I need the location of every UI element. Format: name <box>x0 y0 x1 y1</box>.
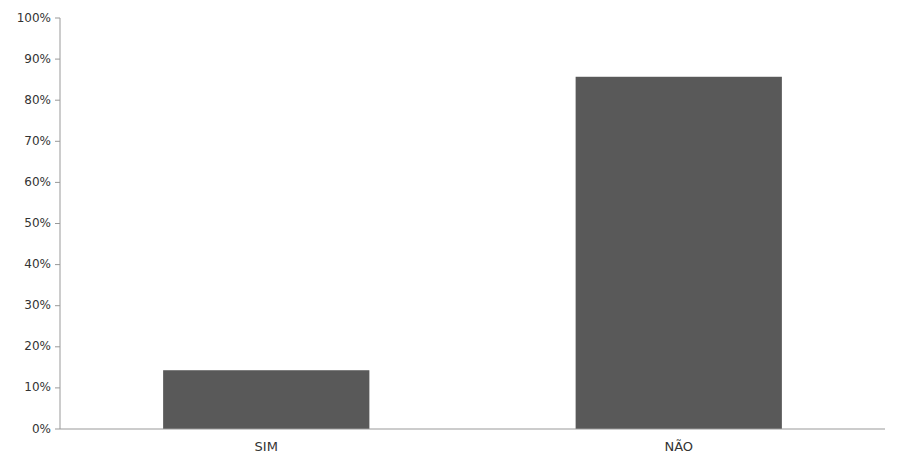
x-axis: SIM NÃO <box>60 429 885 454</box>
y-tick-label: 60% <box>24 175 51 189</box>
y-tick <box>55 59 60 60</box>
y-tick-label: 100% <box>17 11 51 25</box>
y-axis: 0% 10% 20% 30% 40% 50% 60% 70% 80% 90% 100% <box>17 11 60 436</box>
y-tick <box>55 100 60 101</box>
y-tick-label: 50% <box>24 216 51 230</box>
x-tick-label: NÃO <box>664 439 693 454</box>
bar <box>576 77 782 429</box>
y-tick-label: 90% <box>24 52 51 66</box>
bars <box>163 77 782 429</box>
y-tick <box>55 141 60 142</box>
y-tick-label: 40% <box>24 257 51 271</box>
x-tick-label: SIM <box>255 439 278 454</box>
y-tick <box>55 18 60 19</box>
chart-container: 0% 10% 20% 30% 40% 50% 60% 70% 80% 90% 100% SIM NÃO <box>0 0 905 471</box>
y-tick-label: 70% <box>24 134 51 148</box>
y-tick-label: 80% <box>24 93 51 107</box>
y-tick <box>55 264 60 265</box>
chart-svg: 0% 10% 20% 30% 40% 50% 60% 70% 80% 90% 100% SIM NÃO <box>0 0 905 471</box>
y-tick <box>55 429 60 430</box>
y-tick-label: 10% <box>24 380 51 394</box>
y-tick <box>55 346 60 347</box>
y-tick-label: 30% <box>24 298 51 312</box>
y-tick <box>55 182 60 183</box>
y-tick <box>55 223 60 224</box>
y-tick-label: 0% <box>32 422 51 436</box>
y-tick <box>55 305 60 306</box>
bar <box>163 370 369 429</box>
y-tick-label: 20% <box>24 339 51 353</box>
x-axis-line <box>60 429 885 430</box>
y-tick <box>55 387 60 388</box>
